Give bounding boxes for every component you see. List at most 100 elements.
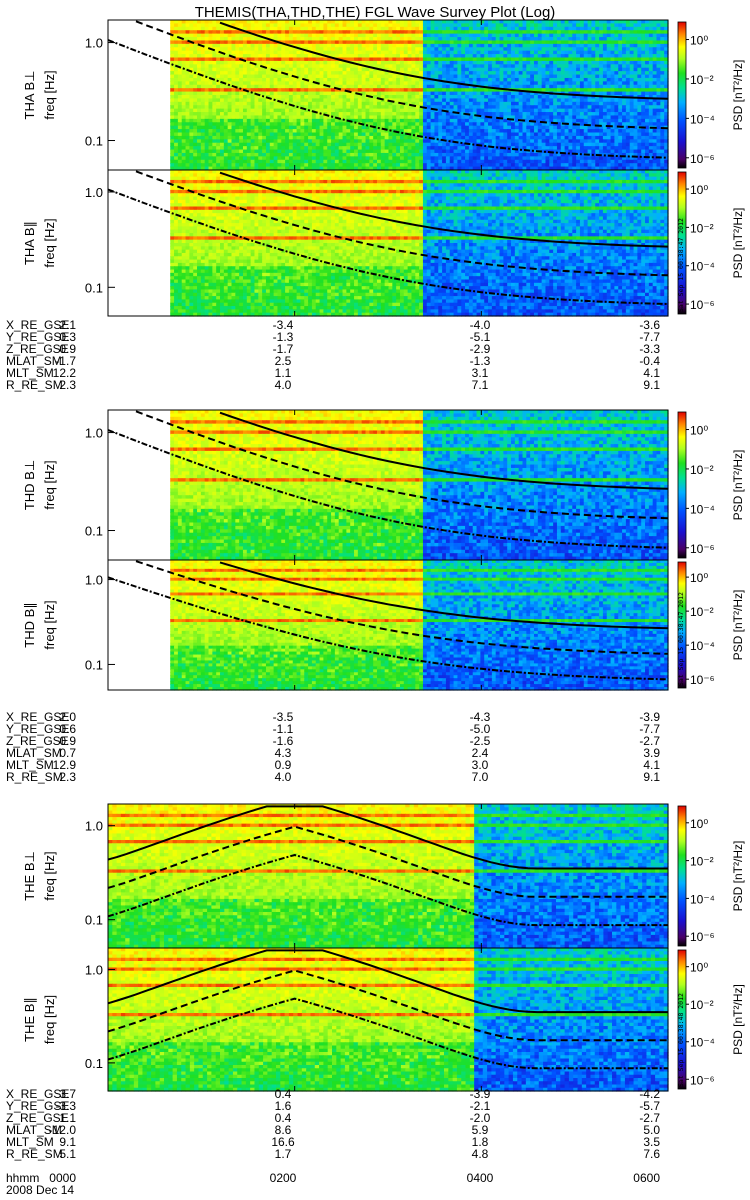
spectrogram-cell bbox=[664, 108, 669, 113]
spectrogram-cell bbox=[629, 37, 635, 42]
spectrogram-cell bbox=[553, 47, 558, 52]
spectrogram-cell bbox=[331, 64, 336, 69]
spectrogram-cell bbox=[625, 67, 631, 72]
spectrogram-cell bbox=[354, 50, 359, 55]
spectrogram-cell bbox=[472, 71, 478, 76]
spectrogram-cell bbox=[365, 135, 370, 140]
spectrogram-cell bbox=[399, 139, 405, 144]
spectrogram-cell bbox=[376, 142, 382, 147]
spectrogram-cell bbox=[350, 30, 355, 35]
spectrogram-cell bbox=[262, 81, 267, 86]
spectrogram-cell bbox=[193, 67, 198, 72]
spectrogram-cell bbox=[564, 23, 570, 28]
spectrogram-cell bbox=[472, 77, 478, 82]
spectrogram-cell bbox=[407, 67, 413, 72]
spectrogram-cell bbox=[465, 57, 470, 62]
spectrogram-cell bbox=[216, 88, 221, 93]
spectrogram-cell bbox=[457, 67, 462, 72]
spectrogram-cell bbox=[369, 132, 374, 137]
spectrogram-cell bbox=[564, 47, 570, 52]
spectrogram-cell bbox=[350, 98, 355, 103]
spectrogram-cell bbox=[645, 125, 650, 130]
spectrogram-cell bbox=[369, 71, 374, 76]
spectrogram-cell bbox=[434, 67, 439, 72]
spectrogram-cell bbox=[645, 26, 650, 31]
spectrogram-cell bbox=[373, 122, 378, 127]
spectrogram-cell bbox=[403, 115, 409, 120]
spectrogram-cell bbox=[533, 23, 539, 28]
spectrogram-cell bbox=[262, 37, 267, 42]
spectrogram-cell bbox=[549, 115, 554, 120]
spectrogram-cell bbox=[419, 146, 424, 151]
spectrogram-cell bbox=[579, 98, 585, 103]
spectrogram-cell bbox=[503, 71, 508, 76]
spectrogram-cell bbox=[285, 50, 290, 55]
spectrogram-cell bbox=[323, 77, 328, 82]
spectrogram-cell bbox=[514, 30, 520, 35]
spectrogram-cell bbox=[545, 23, 550, 28]
spectrogram-cell bbox=[507, 129, 512, 134]
spectrogram-cell bbox=[369, 67, 374, 72]
spectrogram-cell bbox=[453, 23, 458, 28]
spectrogram-cell bbox=[595, 71, 600, 76]
spectrogram-cell bbox=[380, 54, 386, 59]
spectrogram-cell bbox=[350, 101, 355, 106]
spectrogram-cell bbox=[576, 74, 581, 79]
spectrogram-cell bbox=[583, 54, 589, 59]
spectrogram-cell bbox=[422, 81, 428, 86]
spectrogram-cell bbox=[223, 30, 229, 35]
spectrogram-cell bbox=[522, 30, 527, 35]
spectrogram-cell bbox=[484, 139, 489, 144]
spectrogram-cell bbox=[660, 54, 665, 59]
spectrogram-cell bbox=[664, 81, 669, 86]
spectrogram-cell bbox=[461, 77, 466, 82]
spectrogram-cell bbox=[220, 40, 225, 45]
spectrogram-cell bbox=[633, 108, 638, 113]
spectrogram-cell bbox=[503, 112, 508, 117]
spectrogram-cell bbox=[212, 54, 217, 59]
spectrogram-cell bbox=[285, 101, 290, 106]
spectrogram-cell bbox=[622, 105, 627, 110]
spectrogram-cell bbox=[526, 129, 531, 134]
spectrogram-cell bbox=[227, 47, 233, 52]
spectrogram-cell bbox=[445, 43, 451, 48]
spectrogram-cell bbox=[384, 67, 390, 72]
spectrogram-cell bbox=[434, 95, 439, 100]
spectrogram-cell bbox=[193, 139, 198, 144]
spectrogram-cell bbox=[415, 60, 420, 65]
spectrogram-cell bbox=[354, 64, 359, 69]
spectrogram-cell bbox=[174, 77, 179, 82]
spectrogram-cell bbox=[430, 105, 436, 110]
spectrogram-cell bbox=[197, 57, 202, 62]
spectrogram-cell bbox=[530, 33, 535, 38]
spectrogram-cell bbox=[392, 142, 397, 147]
spectrogram-cell bbox=[384, 146, 390, 151]
spectrogram-cell bbox=[170, 149, 175, 154]
spectrogram-cell bbox=[170, 60, 175, 65]
spectrogram-cell bbox=[530, 67, 535, 72]
spectrogram-cell bbox=[403, 26, 409, 31]
spectrogram-cell bbox=[399, 112, 405, 117]
spectrogram-cell bbox=[177, 101, 183, 106]
spectrogram-cell bbox=[411, 135, 416, 140]
spectrogram-cell bbox=[530, 37, 535, 42]
spectrogram-cell bbox=[331, 54, 336, 59]
spectrogram-cell bbox=[480, 77, 485, 82]
spectrogram-cell bbox=[212, 132, 217, 137]
spectrogram-cell bbox=[503, 57, 508, 62]
spectrogram-cell bbox=[384, 37, 390, 42]
spectrogram-cell bbox=[518, 132, 524, 137]
spectrogram-cell bbox=[614, 57, 619, 62]
spectrogram-cell bbox=[419, 101, 424, 106]
spectrogram-cell bbox=[599, 81, 604, 86]
spectrogram-cell bbox=[403, 142, 409, 147]
spectrogram-cell bbox=[181, 118, 187, 123]
spectrogram-cell bbox=[403, 57, 409, 62]
spectrogram-cell bbox=[606, 67, 612, 72]
spectrogram-cell bbox=[545, 135, 550, 140]
spectrogram-cell bbox=[308, 95, 313, 100]
spectrogram-cell bbox=[614, 122, 619, 127]
spectrogram-cell bbox=[507, 135, 512, 140]
spectrogram-cell bbox=[308, 105, 313, 110]
spectrogram-cell bbox=[265, 129, 271, 134]
